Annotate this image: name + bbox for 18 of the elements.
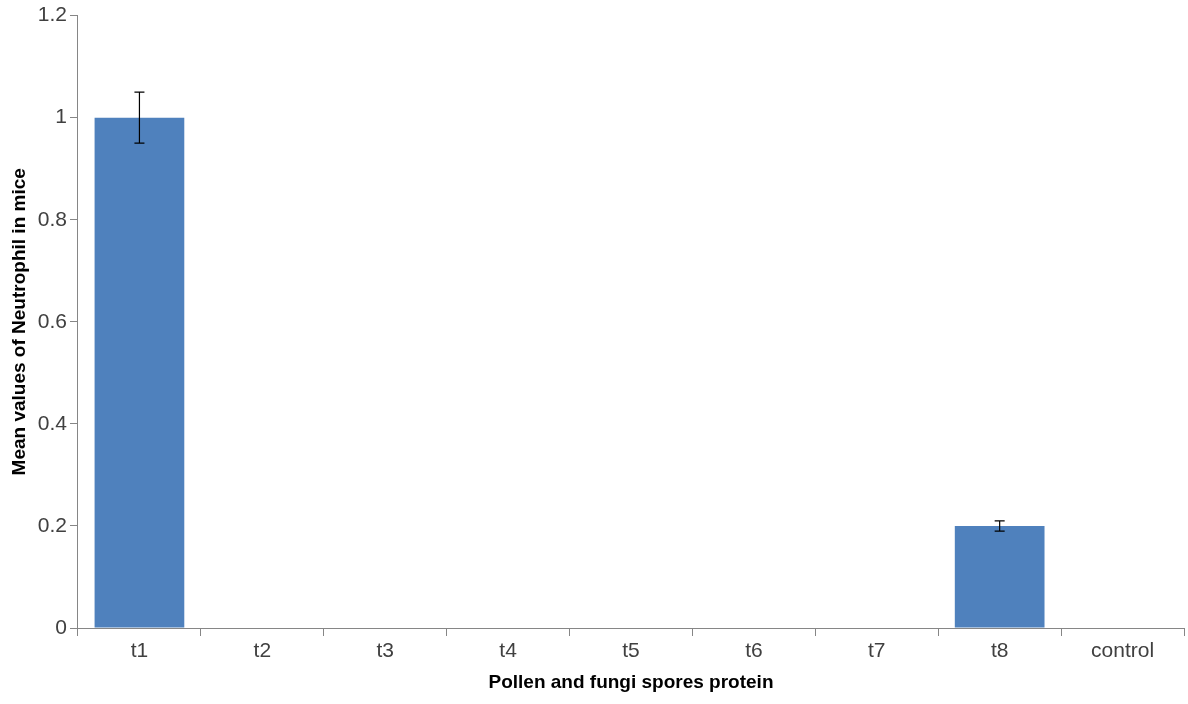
x-tick-label: t3	[376, 638, 394, 662]
x-tick-label: t7	[868, 638, 886, 662]
y-tick-label: 1.2	[37, 2, 67, 26]
x-tick-label: t2	[253, 638, 272, 662]
x-tick-label: t1	[130, 638, 149, 662]
x-tick-label: t4	[499, 638, 518, 662]
x-tick-label: t6	[745, 638, 763, 662]
x-tick-label: t5	[622, 638, 640, 662]
x-tick-label: control	[1091, 638, 1155, 662]
y-axis-title: Mean values of Neutrophil in mice	[7, 168, 29, 476]
x-axis-title: Pollen and fungi spores protein	[488, 670, 774, 692]
y-tick-label: 0.8	[37, 206, 67, 230]
y-tick-label: 0.4	[37, 410, 68, 434]
y-tick-label: 0.6	[37, 308, 67, 332]
y-tick-label: 0	[55, 614, 67, 638]
x-tick-label: t8	[990, 638, 1009, 662]
y-tick-label: 1	[55, 104, 67, 128]
y-tick-label: 0.2	[37, 512, 67, 536]
